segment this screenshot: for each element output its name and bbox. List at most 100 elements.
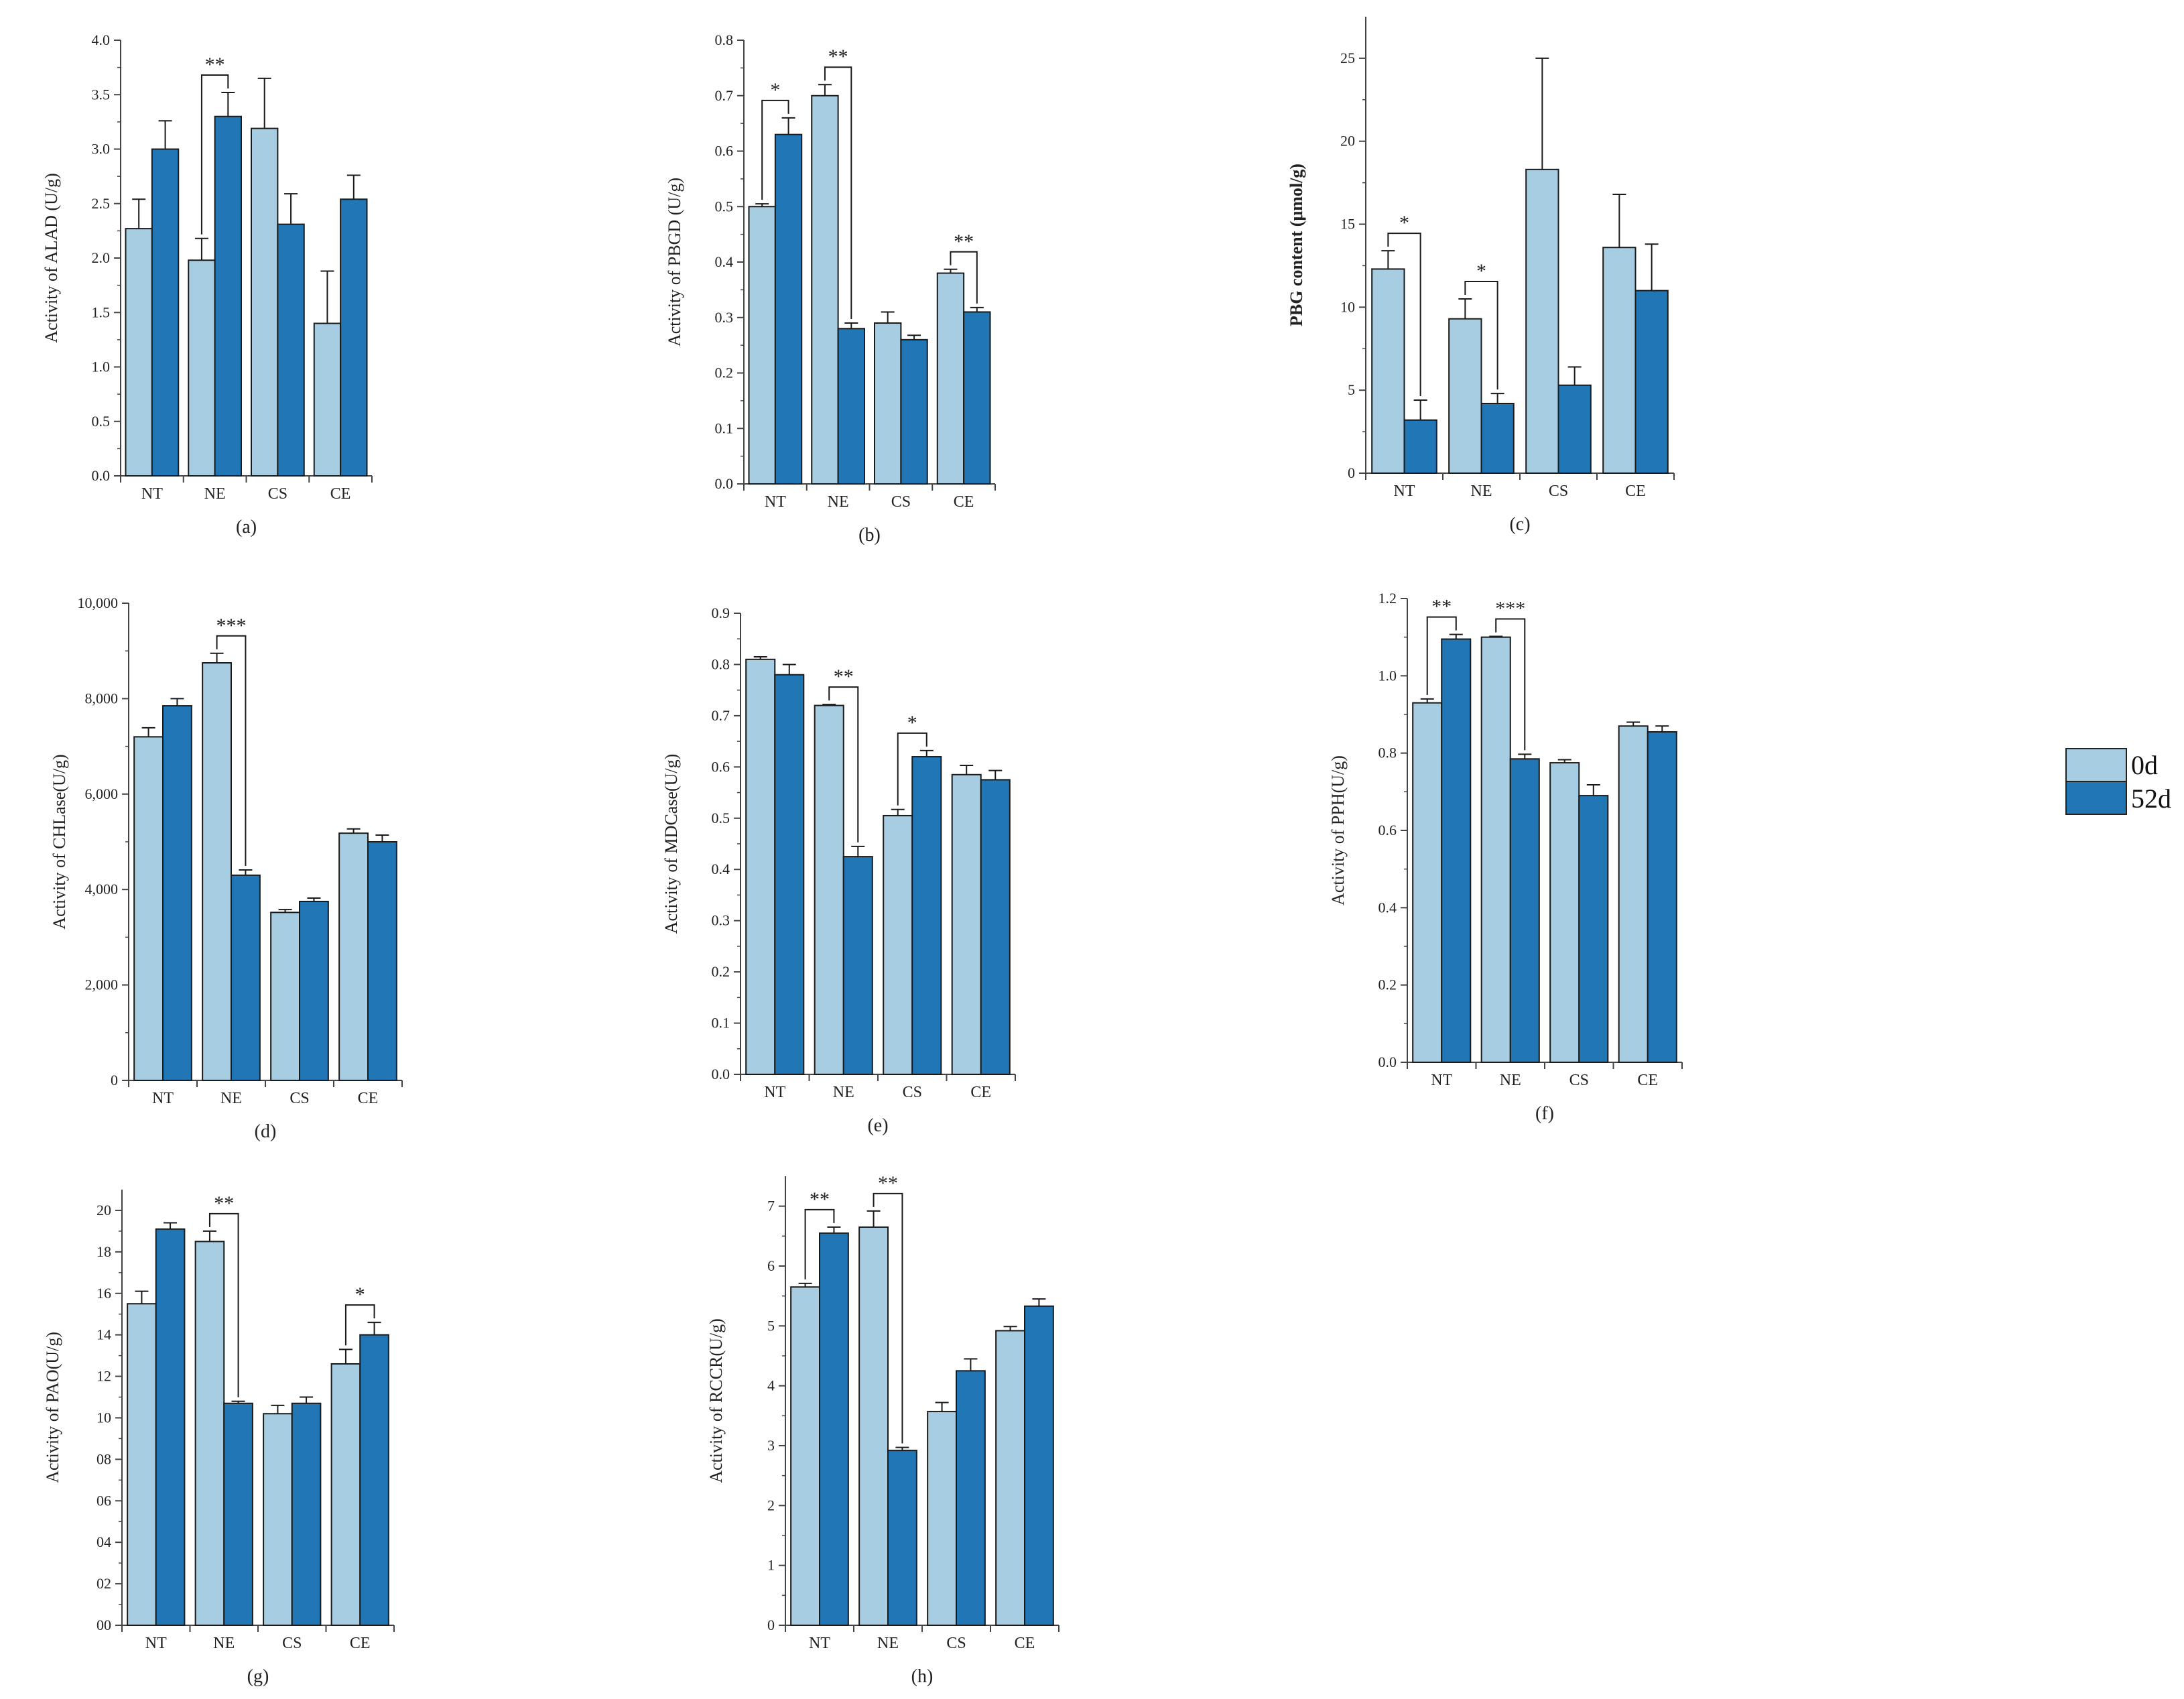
y-axis-label: Activity of CHLase(U/g)	[50, 754, 69, 929]
panel-label: (c)	[1509, 514, 1530, 535]
y-axis-label: Activity of MDCase(U/g)	[661, 754, 681, 934]
bar-ce-0d	[1618, 725, 1649, 1064]
x-category-label: NE	[833, 1084, 854, 1101]
y-tick-label: 00	[97, 1617, 111, 1633]
y-tick-label: 18	[97, 1243, 111, 1260]
y-axis-label: Activity of ALAD (U/g)	[42, 173, 61, 342]
bar-cs-0d	[1549, 762, 1580, 1064]
bar-cs-52d	[1557, 384, 1592, 475]
bar-cs-0d	[270, 911, 301, 1081]
bar-nt-0d	[745, 658, 776, 1075]
y-tick-label: 04	[97, 1533, 111, 1550]
x-category-label: CE	[1015, 1635, 1035, 1652]
bar-ce-0d	[330, 1363, 361, 1626]
chart-panel-7: 00 02 04 06 08 10 12 14 16 18 20 Activity of PAO(U/…	[43, 1190, 395, 1687]
bar-cs-52d	[291, 1402, 322, 1627]
x-category-label: NE	[220, 1090, 242, 1107]
bar-nt-0d	[127, 1303, 157, 1626]
y-tick-label: 0.1	[712, 1015, 730, 1031]
y-axis-label: PBG content (μmol/g)	[1287, 164, 1306, 326]
y-tick-label: 0.3	[712, 912, 730, 929]
x-category-label: CS	[946, 1635, 966, 1652]
bar-cs-0d	[927, 1411, 958, 1627]
bar-ce-0d	[313, 322, 342, 477]
significance-bracket	[1495, 618, 1526, 751]
y-tick-label: 12	[97, 1368, 111, 1385]
y-tick-label: 1	[767, 1557, 775, 1574]
y-tick-label: 0.6	[715, 143, 734, 160]
bar-ce-52d	[963, 311, 991, 485]
chart-panel-3: 0 5 10 15 20 25 PBG content (μmol/g) NT NE CS CE * *…	[1287, 17, 1675, 535]
bar-ne-0d	[858, 1226, 889, 1626]
bar-ne-0d	[202, 662, 233, 1081]
bar-nt-52d	[819, 1232, 849, 1627]
bar-ce-52d	[980, 779, 1011, 1075]
y-tick-label: 0.8	[715, 32, 734, 48]
bar-cs-52d	[911, 756, 942, 1075]
y-tick-label: 10	[1340, 298, 1355, 315]
y-tick-label: 2.0	[92, 249, 111, 266]
significance-bracket	[1426, 616, 1457, 695]
bar-ce-0d	[338, 832, 369, 1081]
panel-label: (a)	[236, 517, 257, 538]
significance-bracket	[873, 1192, 903, 1444]
y-tick-label: 6	[767, 1257, 775, 1274]
significance-bracket	[216, 635, 247, 867]
bar-ne-0d	[1448, 318, 1482, 474]
y-tick-label: 4,000	[85, 881, 119, 897]
x-category-label: NT	[152, 1090, 174, 1107]
chart-panel-8: 0 1 2 3 4 5 6 7 Activity of RCCR(U/g) NT NE CS CE ** *…	[706, 1172, 1059, 1687]
bar-ne-52d	[223, 1402, 253, 1627]
significance-marker: **	[1431, 596, 1452, 618]
y-tick-label: 1.5	[92, 304, 111, 320]
bar-cs-52d	[299, 901, 329, 1081]
significance-marker: *	[907, 712, 917, 734]
x-category-label: CS	[282, 1635, 302, 1652]
legend: 0d 52d	[2065, 748, 2171, 815]
significance-marker: **	[810, 1188, 830, 1210]
y-tick-label: 0.8	[712, 655, 730, 672]
y-tick-label: 2.5	[92, 195, 111, 212]
bar-ne-0d	[1480, 636, 1511, 1063]
bar-cs-0d	[263, 1413, 293, 1626]
y-tick-label: 1.0	[92, 359, 111, 375]
y-tick-label: 0.7	[712, 707, 730, 724]
y-tick-label: 0.8	[1378, 745, 1397, 761]
significance-marker: *	[1399, 212, 1409, 234]
y-axis-label: Activity of PAO(U/g)	[43, 1332, 62, 1483]
x-category-label: CE	[1625, 483, 1646, 500]
y-tick-label: 15	[1340, 216, 1355, 233]
x-category-label: NE	[1500, 1072, 1521, 1089]
bar-ne-52d	[837, 328, 865, 485]
y-tick-label: 3.5	[92, 86, 111, 103]
x-category-label: CE	[350, 1635, 371, 1652]
bar-ne-52d	[887, 1450, 917, 1627]
bar-ne-52d	[1480, 402, 1515, 475]
x-category-label: NE	[213, 1635, 235, 1652]
x-category-label: CE	[358, 1090, 379, 1107]
y-tick-label: 0.2	[1378, 977, 1397, 993]
legend-swatch-0d	[2065, 748, 2127, 782]
y-tick-label: 10	[97, 1409, 111, 1426]
y-tick-label: 0.2	[712, 963, 730, 980]
bar-ce-0d	[951, 773, 982, 1076]
bar-nt-52d	[162, 705, 192, 1081]
x-category-label: CE	[1637, 1072, 1658, 1089]
significance-marker: *	[1476, 260, 1486, 282]
x-category-label: NE	[1471, 483, 1492, 500]
bar-ce-52d	[367, 841, 397, 1081]
x-category-label: NT	[764, 1084, 785, 1101]
y-tick-label: 0	[111, 1072, 118, 1088]
bar-ce-0d	[936, 272, 965, 485]
y-tick-label: 0	[1348, 464, 1355, 481]
bar-ce-0d	[995, 1330, 1026, 1626]
y-tick-label: 1.0	[1378, 667, 1397, 684]
y-tick-label: 5	[767, 1317, 775, 1334]
chart-panel-2: 0.0 0.1 0.2 0.3 0.4 0.5 0.6 0.7 0.8 Activity of P…	[665, 32, 996, 546]
y-tick-label: 0.0	[712, 1066, 730, 1082]
bar-ne-0d	[194, 1241, 225, 1626]
y-tick-label: 7	[767, 1198, 775, 1214]
bar-nt-0d	[790, 1286, 821, 1627]
legend-label-0d: 0d	[2131, 750, 2158, 780]
